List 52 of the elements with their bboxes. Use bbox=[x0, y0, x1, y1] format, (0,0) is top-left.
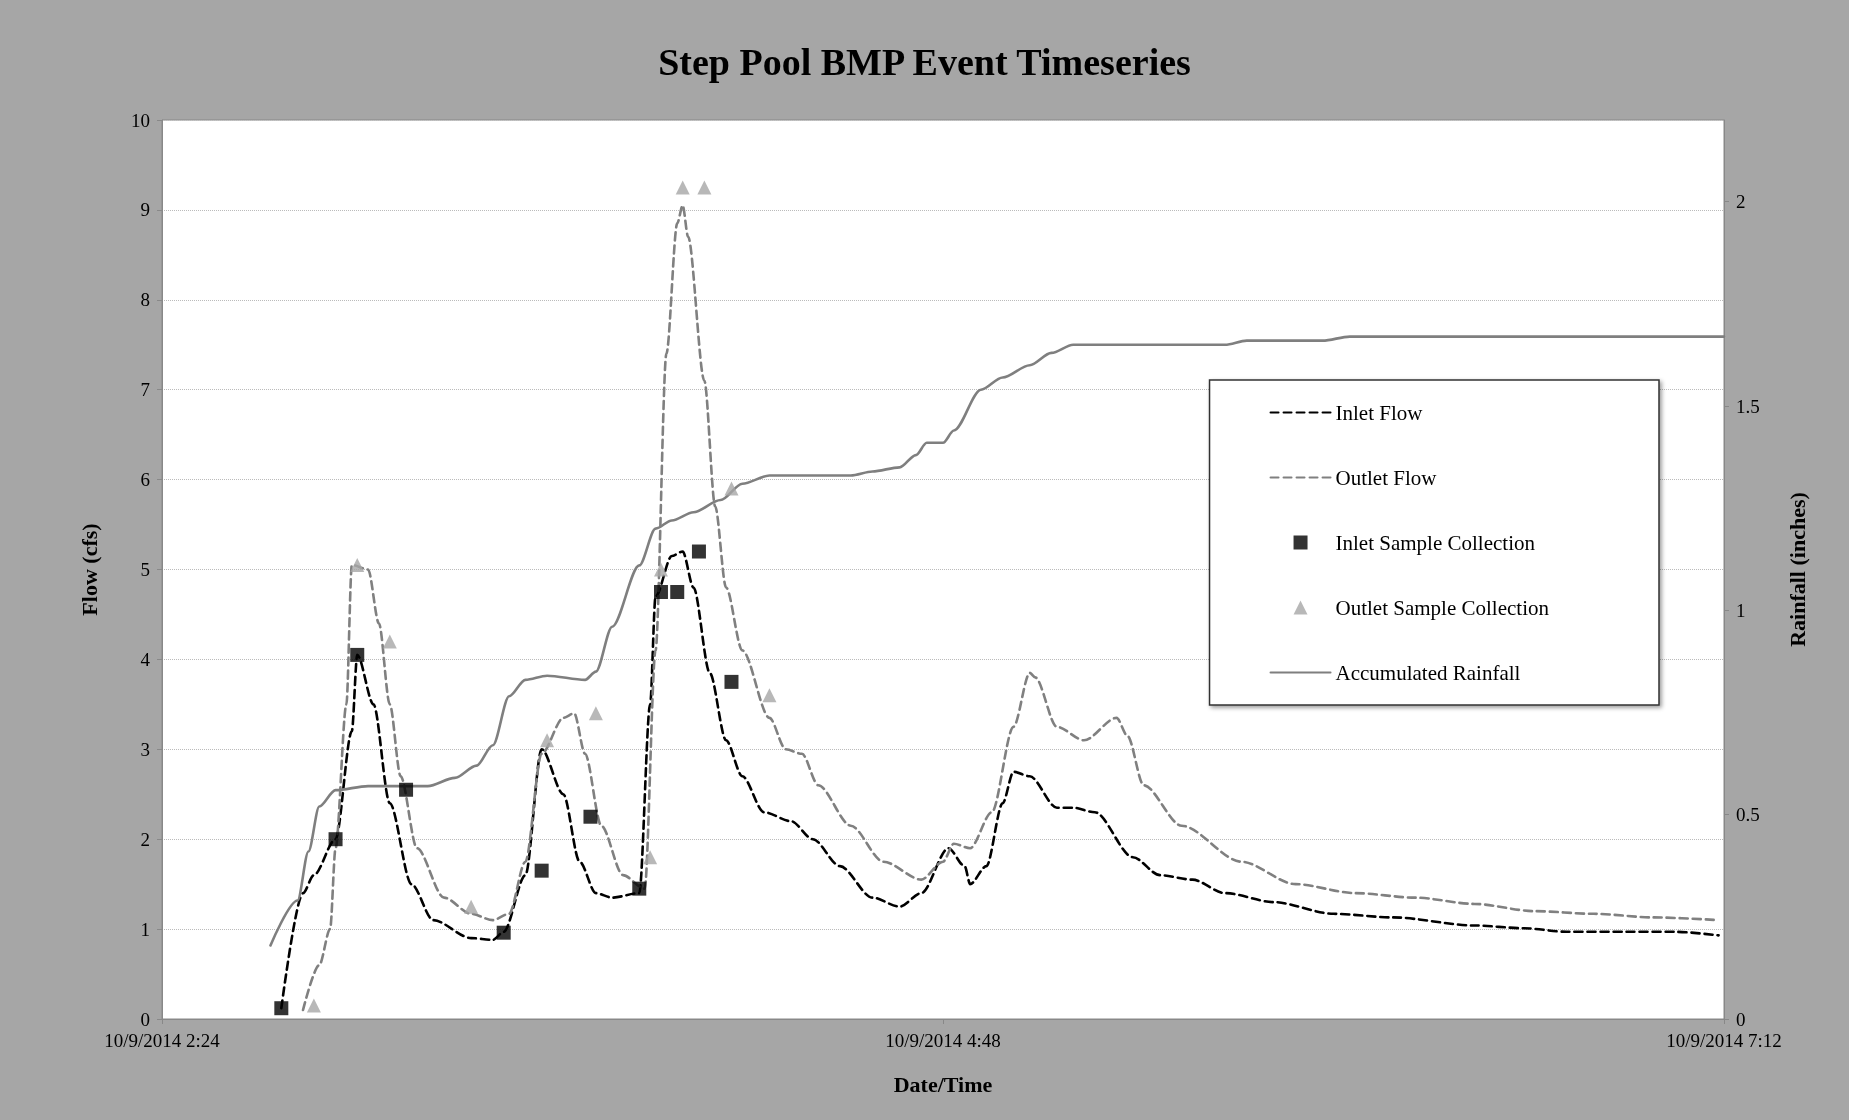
point bbox=[350, 647, 365, 662]
point bbox=[632, 881, 647, 896]
y2-tick-label: 2 bbox=[1736, 191, 1746, 213]
y-tick-label: 2 bbox=[140, 828, 150, 850]
y2-tick-label: 0 bbox=[1736, 1008, 1746, 1030]
y2-tick-label: 0.5 bbox=[1736, 804, 1760, 826]
point bbox=[306, 998, 321, 1013]
point bbox=[653, 584, 668, 599]
point bbox=[540, 733, 555, 748]
point bbox=[328, 832, 343, 847]
y-axis-title: Flow (cfs) bbox=[76, 523, 102, 616]
point bbox=[670, 584, 685, 599]
point bbox=[496, 925, 511, 940]
y2-tick-label: 1.5 bbox=[1736, 395, 1760, 417]
point bbox=[653, 562, 668, 577]
point bbox=[534, 863, 549, 878]
y-tick-label: 7 bbox=[140, 379, 150, 401]
x-axis-title: Date/Time bbox=[893, 1071, 993, 1097]
point bbox=[583, 809, 598, 824]
y-tick-label: 0 bbox=[140, 1008, 150, 1030]
point bbox=[675, 180, 690, 195]
x-tick-label: 10/9/2014 2:24 bbox=[104, 1030, 221, 1051]
y-tick-label: 3 bbox=[140, 738, 150, 760]
point bbox=[588, 706, 603, 721]
point bbox=[724, 674, 739, 689]
y2-tick-label: 1 bbox=[1736, 599, 1746, 621]
y-tick-label: 1 bbox=[140, 918, 150, 940]
point bbox=[643, 850, 658, 865]
point bbox=[382, 634, 397, 649]
chart-title: Step Pool BMP Event Timeseries bbox=[658, 41, 1191, 83]
legend-label: Accumulated Rainfall bbox=[1335, 660, 1521, 685]
legend-label: Outlet Flow bbox=[1335, 465, 1438, 490]
y-tick-label: 10 bbox=[131, 109, 150, 131]
x-tick-label: 10/9/2014 7:12 bbox=[1666, 1030, 1782, 1051]
point bbox=[464, 899, 479, 914]
y-tick-label: 6 bbox=[140, 469, 150, 491]
y-tick-label: 9 bbox=[140, 199, 150, 221]
point bbox=[697, 180, 712, 195]
y-tick-label: 5 bbox=[140, 559, 150, 580]
legend-label: Outlet Sample Collection bbox=[1335, 595, 1550, 620]
point bbox=[399, 782, 414, 797]
x-tick-label: 10/9/2014 4:48 bbox=[885, 1030, 1001, 1051]
y-tick-label: 8 bbox=[140, 289, 150, 311]
legend-label: Inlet Flow bbox=[1335, 400, 1424, 425]
y2-axis-title: Rainfall (inches) bbox=[1784, 492, 1810, 647]
point bbox=[762, 688, 777, 703]
y-tick-label: 4 bbox=[140, 648, 151, 670]
point bbox=[691, 544, 706, 559]
legend-label: Inlet Sample Collection bbox=[1335, 530, 1536, 555]
point bbox=[724, 481, 739, 496]
point bbox=[350, 558, 365, 573]
point bbox=[274, 1001, 289, 1016]
